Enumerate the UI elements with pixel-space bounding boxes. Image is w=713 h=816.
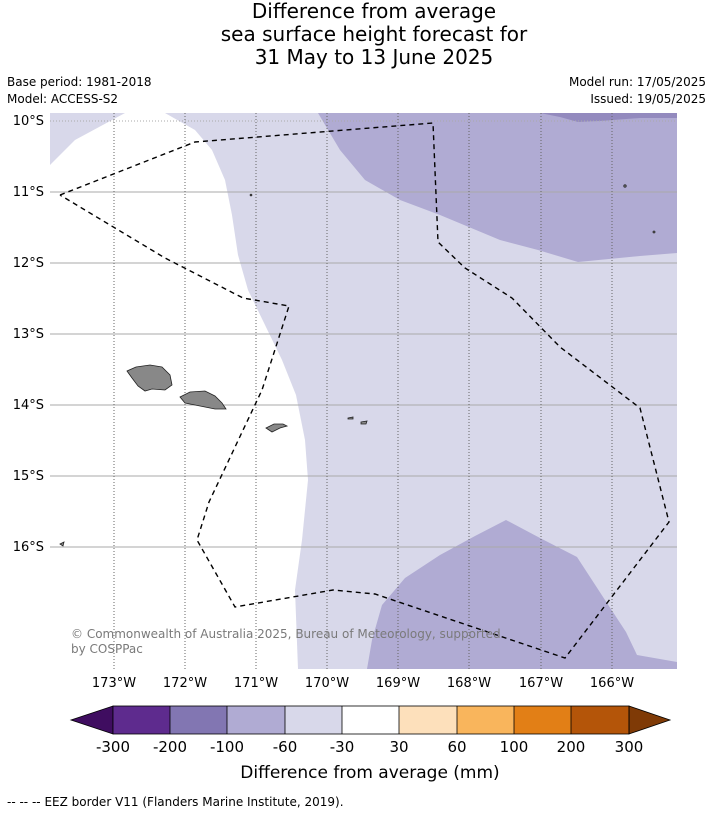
colorbar-segment-8: [514, 706, 571, 734]
lon-label-173w: 173°W: [92, 676, 136, 691]
lon-label-169w: 169°W: [376, 676, 420, 691]
colorbar-tick-30: 30: [389, 738, 408, 756]
manua-island-1: [347, 416, 354, 420]
colorbar-label: Difference from average (mm): [240, 763, 499, 783]
lon-label-172w: 172°W: [163, 676, 207, 691]
colorbar-segment-7: [457, 706, 514, 734]
depressed-sea-level-region-south: [367, 520, 677, 669]
colorbar-segment-2: [170, 706, 227, 734]
colorbar-tick-300: 300: [615, 738, 644, 756]
colorbar-extend-low: [69, 705, 114, 735]
colorbar-tick-minus60: -60: [273, 738, 298, 756]
model-name: Model: ACCESS-S2: [7, 92, 119, 106]
depressed-sea-level-region-north: [318, 113, 677, 262]
title-line-3: 31 May to 13 June 2025: [254, 45, 494, 69]
colorbar: -300 -200 -100 -60 -30 30 60 100 200 300…: [69, 705, 672, 783]
copyright-line-2: by COSPPac: [71, 642, 143, 656]
colorbar-tick-minus30: -30: [330, 738, 355, 756]
base-period: Base period: 1981-2018: [7, 75, 152, 89]
eez-border-west: [59, 122, 670, 659]
colorbar-tick-minus100: -100: [210, 738, 244, 756]
islands: [59, 184, 656, 547]
colorbar-tick-minus200: -200: [153, 738, 187, 756]
lat-label-14s: 14°S: [13, 398, 44, 413]
eez-legend: -- -- -- EEZ border V11 (Flanders Marine…: [7, 795, 344, 809]
issued-date: Issued: 19/05/2025: [590, 92, 706, 106]
eez-borders: [59, 122, 670, 659]
colorbar-segment-5: [342, 706, 399, 734]
colorbar-tick-minus300: -300: [96, 738, 130, 756]
colorbar-ticks: -300 -200 -100 -60 -30 30 60 100 200 300: [96, 738, 643, 756]
eez-legend-symbol: -- -- --: [7, 795, 41, 809]
colorbar-segment-3: [227, 706, 285, 734]
map-title: Difference from average sea surface heig…: [0, 0, 713, 69]
colorbar-segment-9: [571, 706, 629, 734]
lat-label-11s: 11°S: [13, 185, 44, 200]
colorbar-tick-200: 200: [557, 738, 586, 756]
lon-label-166w: 166°W: [590, 676, 634, 691]
lon-label-171w: 171°W: [234, 676, 278, 691]
colorbar-segment-4: [285, 706, 342, 734]
title-line-1: Difference from average: [251, 0, 497, 23]
strong-depression-region: [540, 113, 677, 122]
model-run: Model run: 17/05/2025: [568, 75, 706, 89]
lon-label-170w: 170°W: [305, 676, 349, 691]
manua-island-2: [360, 420, 368, 425]
small-island-east: [623, 184, 627, 188]
colorbar-segment-1: [113, 706, 170, 734]
upolu-island: [179, 390, 227, 410]
colorbar-tick-60: 60: [447, 738, 466, 756]
lat-label-16s: 16°S: [13, 540, 44, 555]
lon-label-168w: 168°W: [447, 676, 491, 691]
title-line-2: sea surface height forecast for: [220, 22, 528, 46]
lon-axis: 173°W 172°W 171°W 170°W 169°W 168°W 167°…: [92, 676, 634, 691]
copyright-line-1: © Commonwealth of Australia 2025, Bureau…: [71, 627, 501, 641]
lat-label-12s: 12°S: [13, 256, 44, 271]
small-island-far-east: [652, 230, 656, 234]
copyright-notice: © Commonwealth of Australia 2025, Bureau…: [71, 627, 501, 656]
tutuila-island: [265, 423, 289, 433]
lat-label-13s: 13°S: [13, 327, 44, 342]
lat-label-10s: 10°S: [13, 114, 44, 129]
small-island-north: [249, 193, 253, 197]
lat-label-15s: 15°S: [13, 469, 44, 484]
colorbar-dividers: [112, 705, 630, 735]
map-figure: 10°S 11°S 12°S 13°S 14°S 15°S 16°S 173°W…: [13, 113, 677, 783]
eez-legend-text: EEZ border V11 (Flanders Marine Institut…: [44, 795, 344, 809]
colorbar-tick-100: 100: [500, 738, 529, 756]
map-area: [50, 113, 677, 669]
metadata-right: Model run: 17/05/2025 Issued: 19/05/2025: [569, 74, 706, 108]
lat-axis: 10°S 11°S 12°S 13°S 14°S 15°S 16°S: [13, 114, 44, 555]
metadata-left: Base period: 1981-2018 Model: ACCESS-S2: [7, 74, 152, 108]
colorbar-extend-high: [628, 705, 672, 735]
lon-label-167w: 167°W: [519, 676, 563, 691]
savaii-island: [126, 364, 173, 392]
small-island-west: [59, 541, 65, 547]
colorbar-segment-6: [399, 706, 457, 734]
grid-lines: [50, 120, 677, 548]
